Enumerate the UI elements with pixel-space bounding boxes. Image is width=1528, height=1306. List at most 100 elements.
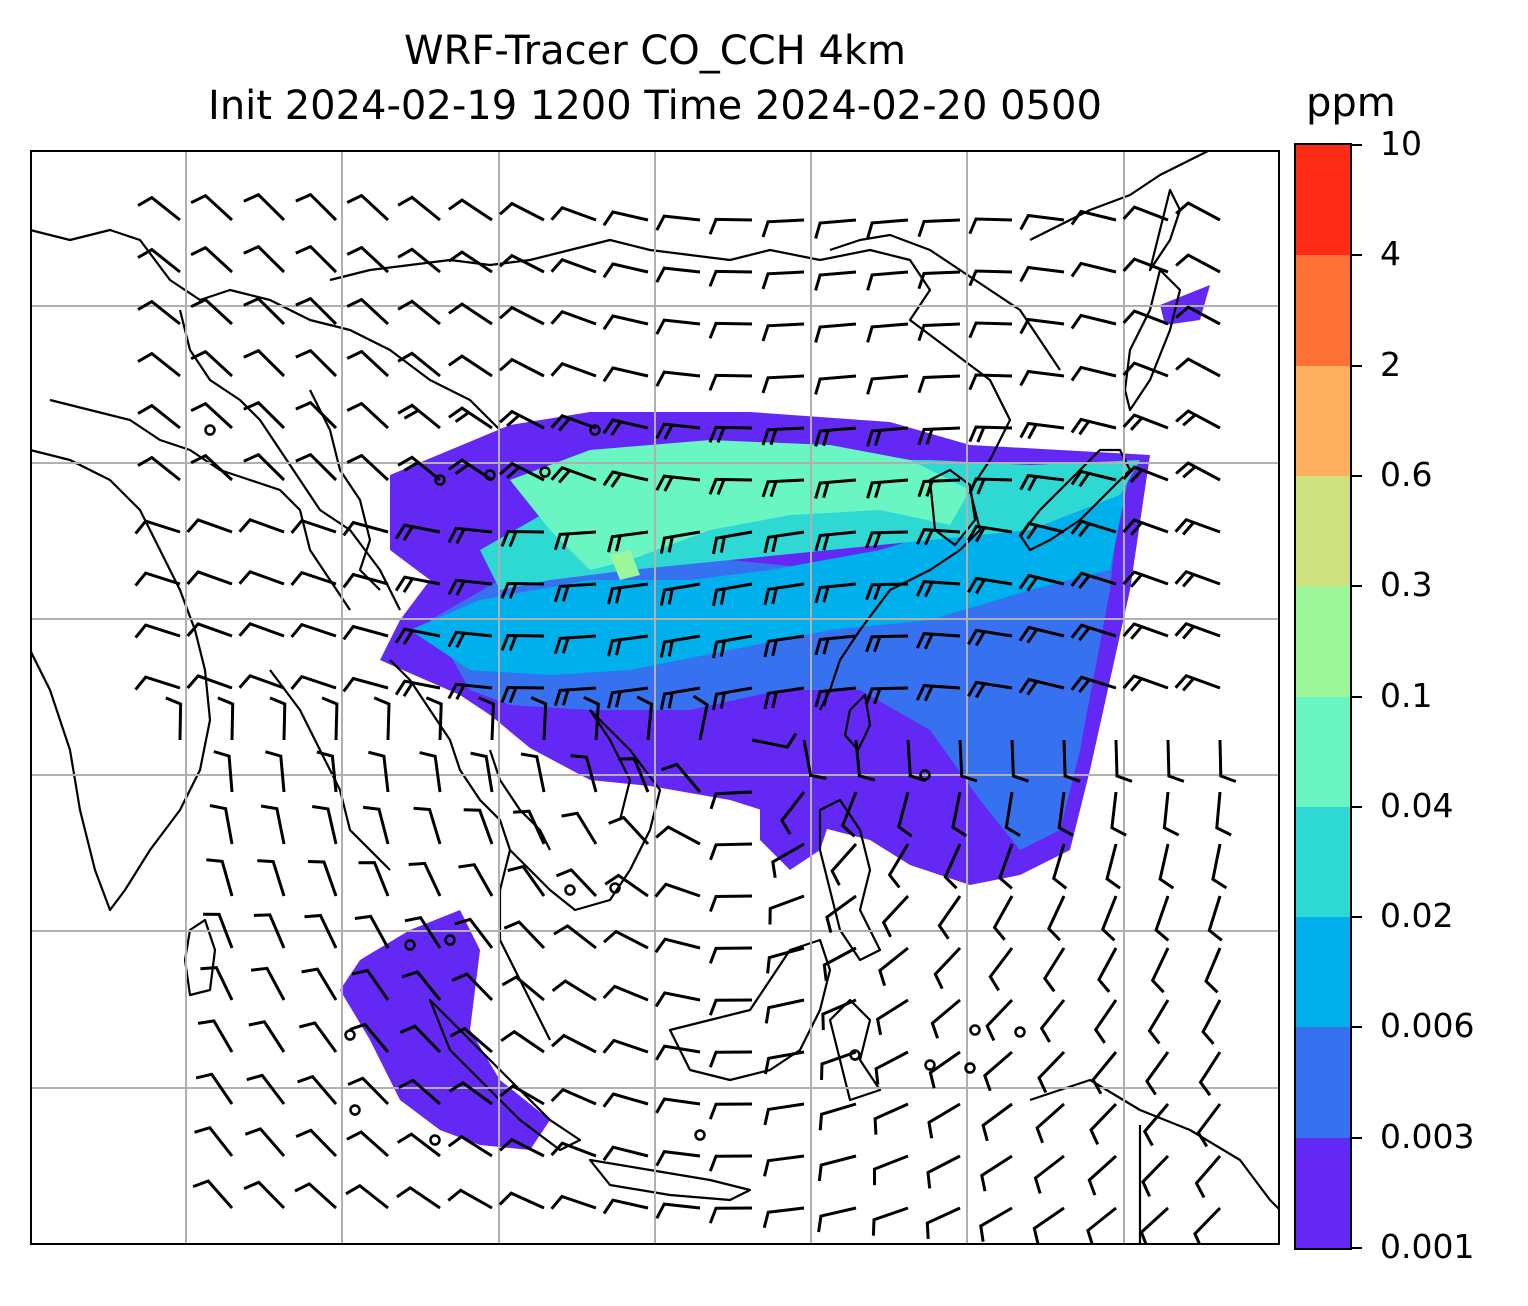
wind-barb [498, 201, 545, 222]
wind-barb [197, 1019, 234, 1053]
colorbar-segment [1296, 254, 1350, 366]
wind-barb [822, 946, 857, 982]
wind-barb [448, 198, 493, 222]
wind-barb [454, 917, 494, 949]
wind-barb [607, 634, 649, 657]
wind-barb [958, 739, 978, 783]
wind-barb [1175, 461, 1221, 482]
wind-barb [602, 210, 649, 227]
border-inland-2 [178, 309, 401, 611]
wind-barb [550, 1033, 597, 1054]
chart-subtitle: Init 2024-02-19 1200 Time 2024-02-20 050… [208, 83, 1102, 129]
wind-barb [316, 750, 338, 793]
plume-core [610, 550, 640, 580]
colorbar-tick [1352, 585, 1362, 588]
wind-barb [290, 674, 337, 690]
wind-barb [917, 218, 961, 238]
wind-barb [394, 627, 441, 645]
wind-barb [137, 455, 181, 482]
wind-barb [561, 811, 598, 845]
wind-barb [1018, 573, 1065, 592]
wind-barb [618, 757, 650, 793]
wind-barb [1019, 473, 1065, 492]
wind-barb [190, 401, 234, 430]
wind-barb [1142, 1103, 1170, 1147]
wind-barb [762, 1206, 805, 1229]
wind-barb [513, 809, 546, 845]
wind-barb [1097, 947, 1118, 993]
wind-barb [553, 924, 597, 950]
calm-wind-circle [344, 1029, 356, 1041]
wind-barb [463, 808, 494, 845]
colorbar-tick-label: 10 [1380, 124, 1422, 163]
wind-barb [194, 1125, 234, 1157]
wind-barb [1070, 209, 1117, 226]
wind-barb [655, 266, 701, 283]
wind-barb [917, 426, 961, 446]
wind-barb [342, 624, 389, 641]
wind-barb [1114, 739, 1133, 783]
plume-sumatra [340, 910, 550, 1150]
wind-barb [206, 858, 234, 897]
wind-barb [238, 518, 285, 534]
wind-barb [708, 477, 753, 495]
wind-barb [602, 1092, 649, 1108]
wind-barb [1087, 1154, 1118, 1196]
coast-malay-peninsula [498, 849, 551, 1041]
wind-barb [604, 873, 649, 898]
wind-barb [1105, 843, 1121, 890]
coast-taiwan [843, 693, 872, 752]
wind-barb [550, 1087, 597, 1106]
map-plot [30, 150, 1280, 1245]
wind-barb [763, 1154, 805, 1177]
wind-barb [1093, 999, 1118, 1044]
wind-barb [448, 406, 493, 430]
wind-barb [607, 686, 649, 709]
wind-barb [238, 622, 285, 638]
wind-barb [933, 946, 962, 990]
calm-wind-circle [1014, 1026, 1026, 1038]
calm-wind-circle [849, 1049, 861, 1061]
wind-barb [814, 270, 857, 291]
colorbar-tick [1352, 916, 1362, 919]
wind-barb [342, 676, 389, 693]
wind-barb [967, 524, 1013, 543]
wind-barb [295, 244, 338, 274]
wind-barb [603, 929, 649, 950]
wind-barb [1122, 570, 1169, 588]
wind-barb [500, 685, 545, 704]
wind-barb [602, 1038, 649, 1054]
wind-barb [915, 632, 961, 650]
wind-barb [709, 790, 753, 810]
calm-wind-circle [964, 1062, 976, 1074]
colorbar-tick-label: 0.02 [1380, 896, 1454, 936]
wind-barb [943, 843, 962, 890]
wind-barb [200, 966, 234, 1001]
wind-barb [550, 413, 597, 432]
wind-barb [708, 1102, 753, 1120]
wind-barb [553, 686, 597, 707]
wind-barb [447, 682, 493, 700]
wind-barb [137, 351, 181, 378]
wind-barb [550, 1141, 597, 1158]
colorbar-segment [1296, 1137, 1350, 1248]
coast-japan [1018, 448, 1132, 552]
wind-barb [1193, 1206, 1222, 1245]
coast-sumatra [428, 998, 582, 1152]
wind-barb [553, 582, 597, 603]
wind-barb [654, 937, 701, 954]
wind-barb [134, 623, 181, 639]
wind-barb [874, 1050, 909, 1085]
wind-barb [1018, 625, 1065, 644]
wind-barb [190, 453, 234, 482]
colorbar-tick-label: 0.003 [1380, 1116, 1475, 1156]
wind-barb [304, 913, 338, 949]
wind-barb [1062, 739, 1081, 783]
wind-barb [243, 1180, 286, 1210]
colorbar-tick [1352, 695, 1362, 698]
wind-barb [396, 1132, 441, 1158]
coast-philippines [818, 798, 882, 962]
wind-barb [968, 373, 1013, 391]
wind-barb [1207, 895, 1223, 942]
colorbar-tick [1352, 1026, 1362, 1029]
